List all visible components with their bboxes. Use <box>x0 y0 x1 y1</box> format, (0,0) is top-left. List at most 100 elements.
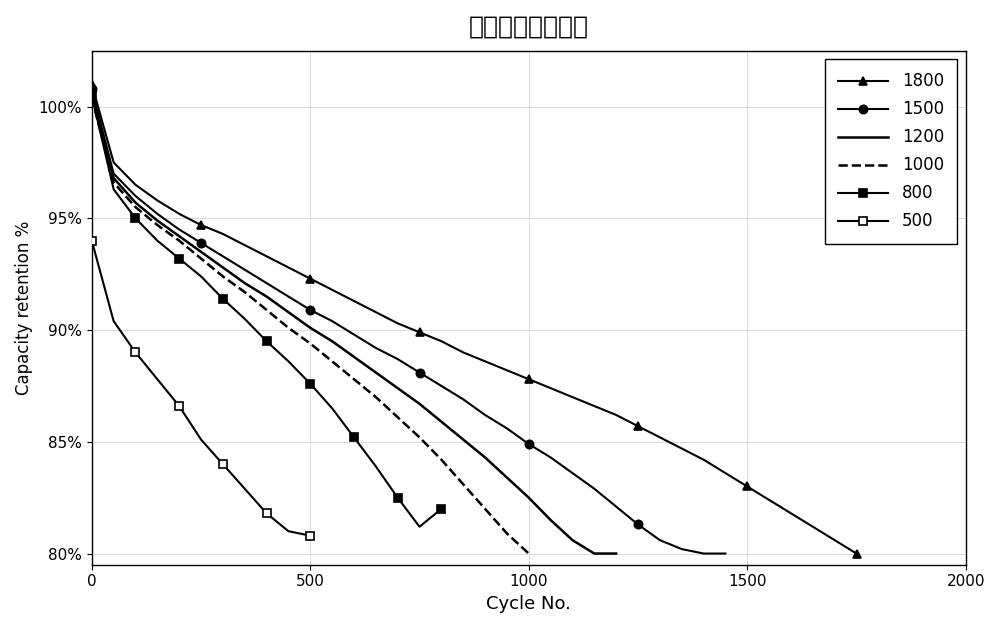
1500 <box>566 469 578 477</box>
1800 <box>326 286 338 293</box>
1500 <box>414 369 426 376</box>
Legend: 1800, 1500, 1200, 1000, 800, 500: 1800, 1500, 1200, 1000, 800, 500 <box>825 59 957 244</box>
1800 <box>676 445 688 452</box>
1800 <box>108 159 120 166</box>
1000 <box>392 413 404 421</box>
1200 <box>588 550 600 557</box>
500 <box>304 532 316 539</box>
1500 <box>479 411 491 419</box>
1800 <box>829 536 841 544</box>
1000 <box>370 393 382 401</box>
500 <box>239 485 251 492</box>
500 <box>108 317 120 325</box>
1500 <box>348 331 360 338</box>
1000 <box>261 306 273 314</box>
1800 <box>195 221 207 229</box>
1500 <box>282 293 294 300</box>
1800 <box>86 80 98 88</box>
Title: 标准样品循环趋势: 标准样品循环趋势 <box>469 15 589 39</box>
1800 <box>719 469 731 477</box>
500 <box>173 403 185 410</box>
1500 <box>676 545 688 553</box>
1000 <box>348 376 360 383</box>
1500 <box>392 355 404 363</box>
1500 <box>457 396 469 403</box>
1200 <box>129 199 141 207</box>
500 <box>151 376 163 383</box>
1000 <box>282 324 294 332</box>
1800 <box>741 483 753 490</box>
1200 <box>304 324 316 332</box>
1500 <box>523 440 535 448</box>
1800 <box>588 403 600 410</box>
1800 <box>217 230 229 238</box>
1000 <box>326 357 338 365</box>
1800 <box>851 550 863 557</box>
1800 <box>282 264 294 271</box>
1500 <box>370 344 382 352</box>
800 <box>392 494 404 501</box>
1800 <box>261 252 273 260</box>
500 <box>195 436 207 443</box>
800 <box>151 237 163 244</box>
1000 <box>108 179 120 187</box>
1800 <box>370 308 382 316</box>
1200 <box>86 92 98 99</box>
1800 <box>566 393 578 401</box>
1800 <box>239 241 251 249</box>
1800 <box>610 411 622 419</box>
800 <box>370 463 382 470</box>
1500 <box>304 306 316 314</box>
1000 <box>435 456 447 463</box>
1200 <box>108 175 120 182</box>
1000 <box>414 433 426 441</box>
500 <box>217 460 229 468</box>
1800 <box>129 181 141 188</box>
1800 <box>501 367 513 374</box>
Y-axis label: Capacity retention %: Capacity retention % <box>15 220 33 395</box>
1200 <box>610 550 622 557</box>
1800 <box>173 210 185 217</box>
1000 <box>195 255 207 263</box>
Line: 1000: 1000 <box>92 97 529 553</box>
1500 <box>545 453 557 461</box>
1000 <box>457 480 469 488</box>
1200 <box>501 474 513 481</box>
1800 <box>479 357 491 365</box>
Line: 1200: 1200 <box>92 95 616 553</box>
1800 <box>632 423 644 430</box>
1800 <box>698 456 710 463</box>
800 <box>414 523 426 531</box>
800 <box>348 433 360 441</box>
1200 <box>523 494 535 501</box>
Line: 1800: 1800 <box>88 80 861 558</box>
1200 <box>414 400 426 408</box>
1000 <box>304 340 316 347</box>
1200 <box>545 516 557 524</box>
1800 <box>785 509 797 517</box>
1800 <box>654 433 666 441</box>
1500 <box>217 252 229 260</box>
1500 <box>195 239 207 247</box>
1800 <box>807 523 819 531</box>
1500 <box>698 550 710 557</box>
1500 <box>86 85 98 92</box>
1000 <box>523 550 535 557</box>
1800 <box>435 337 447 345</box>
1500 <box>501 425 513 432</box>
800 <box>173 255 185 263</box>
1800 <box>545 384 557 392</box>
500 <box>282 528 294 535</box>
800 <box>239 315 251 323</box>
1800 <box>457 349 469 356</box>
1500 <box>151 210 163 217</box>
1800 <box>151 197 163 204</box>
800 <box>129 215 141 222</box>
1000 <box>479 505 491 512</box>
1200 <box>239 279 251 287</box>
1500 <box>435 382 447 390</box>
800 <box>86 92 98 99</box>
800 <box>326 404 338 412</box>
1000 <box>129 203 141 211</box>
1500 <box>108 170 120 177</box>
